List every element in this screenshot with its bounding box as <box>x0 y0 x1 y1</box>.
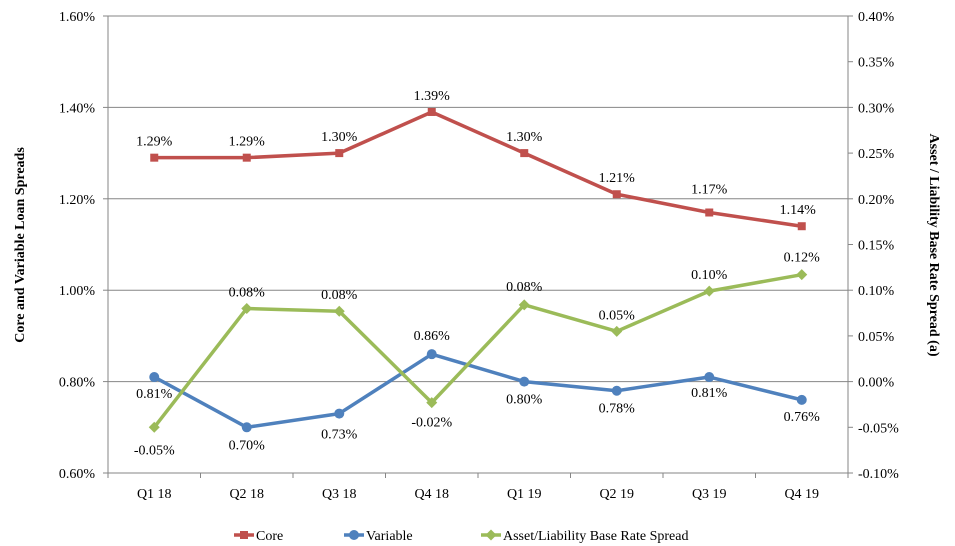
data-labels: 1.29% 1.29% 1.30% 1.39% 1.30% 1.21% 1.17% 1.14%… <box>134 89 820 458</box>
variable-marker <box>426 349 437 360</box>
x-tick-label: Q1 18 <box>137 487 172 502</box>
asset-liability-base-rate-spread-marker <box>796 269 808 281</box>
variable-data-label: 0.86% <box>414 329 451 344</box>
core-legend-label: Core <box>256 529 283 544</box>
asset-liability-base-rate-spread-data-label: 0.08% <box>321 288 358 303</box>
core-marker <box>705 208 714 217</box>
core-marker <box>335 149 344 158</box>
core-marker <box>520 149 529 158</box>
x-axis: Q1 18 Q2 18 Q3 18 Q4 18 Q1 19 Q2 19 Q3 19 Q4 19 <box>107 472 849 502</box>
core-marker <box>427 107 436 116</box>
variable-marker <box>796 394 807 405</box>
core-data-label: 1.29% <box>136 135 173 150</box>
variable-data-label: 0.78% <box>599 402 636 417</box>
x-tick-label: Q2 19 <box>599 487 634 502</box>
core-data-label: 1.21% <box>599 171 636 186</box>
asset-liability-base-rate-spread-data-label: 0.10% <box>691 268 728 283</box>
variable-data-label: 0.81% <box>136 387 173 402</box>
variable-data-label: 0.81% <box>691 386 728 401</box>
variable-marker <box>241 422 252 433</box>
series-lines <box>152 110 803 430</box>
asset-liability-base-rate-spread-data-label: -0.05% <box>134 443 175 458</box>
left-tick-label: 0.60% <box>59 467 96 482</box>
core-marker <box>612 190 621 199</box>
core-legend-marker <box>240 531 248 539</box>
core-data-label: 1.29% <box>229 135 266 150</box>
asset-liability-base-rate-spread-marker <box>518 299 530 311</box>
x-tick-label: Q1 19 <box>507 487 542 502</box>
asset-liability-base-rate-spread-line <box>152 272 803 429</box>
right-tick-label: 0.25% <box>858 147 895 162</box>
asset-liability-base-rate-spread-marker <box>426 397 438 409</box>
asset-liability-base-rate-spread-marker <box>611 325 623 337</box>
right-axis-title: Asset / Liability Base Rate Spread (a) <box>926 134 941 357</box>
core-marker <box>242 153 251 162</box>
variable-data-label: 0.80% <box>506 393 543 408</box>
left-tick-label: 0.80% <box>59 376 96 391</box>
right-axis: -0.10% -0.05% 0.00% 0.05% 0.10% 0.15% 0.20% 0.2… <box>848 10 899 482</box>
right-tick-label: 0.05% <box>858 330 895 345</box>
right-tick-label: 0.30% <box>858 101 895 116</box>
asset-liability-base-rate-spread-legend-label: Asset/Liability Base Rate Spread <box>503 529 688 544</box>
right-tick-label: -0.05% <box>858 421 899 436</box>
x-tick-label: Q4 19 <box>784 487 819 502</box>
asset-liability-base-rate-spread-data-label: -0.02% <box>411 416 452 431</box>
left-tick-label: 1.20% <box>59 193 96 208</box>
x-tick-label: Q3 19 <box>692 487 727 502</box>
variable-marker <box>704 372 715 383</box>
variable-marker <box>334 408 345 419</box>
asset-liability-base-rate-spread-data-label: 0.08% <box>506 280 543 295</box>
asset-liability-base-rate-spread-data-label: 0.05% <box>599 308 636 323</box>
series-markers <box>148 107 808 433</box>
variable-marker <box>519 376 530 387</box>
asset-liability-base-rate-spread-marker <box>241 302 253 314</box>
right-tick-label: 0.20% <box>858 193 895 208</box>
core-marker <box>797 222 806 231</box>
variable-marker <box>611 385 622 396</box>
asset-liability-base-rate-spread-data-label: 0.12% <box>784 251 821 266</box>
variable-data-label: 0.70% <box>229 438 266 453</box>
variable-data-label: 0.73% <box>321 428 358 443</box>
asset-liability-base-rate-spread-marker <box>703 285 715 297</box>
gridlines <box>108 15 848 474</box>
right-tick-label: -0.10% <box>858 467 899 482</box>
x-tick-label: Q3 18 <box>322 487 357 502</box>
asset-liability-base-rate-spread-marker <box>148 421 160 433</box>
asset-liability-base-rate-spread-legend-marker <box>485 529 497 541</box>
core-data-label: 1.30% <box>506 130 543 145</box>
core-marker <box>150 153 159 162</box>
x-tick-label: Q2 18 <box>229 487 264 502</box>
right-tick-label: 0.15% <box>858 239 895 254</box>
right-tick-label: 0.40% <box>858 10 895 25</box>
core-data-label: 1.30% <box>321 130 358 145</box>
plot-area <box>107 16 849 473</box>
asset-liability-base-rate-spread-data-label: 0.08% <box>229 285 266 300</box>
right-tick-label: 0.10% <box>858 284 895 299</box>
legend: Core Variable Asset/Liability Base Rate Sp… <box>234 529 688 544</box>
left-tick-label: 1.00% <box>59 284 96 299</box>
left-axis-title: Core and Variable Loan Spreads <box>13 147 28 343</box>
right-tick-label: 0.00% <box>858 376 895 391</box>
left-tick-label: 1.60% <box>59 10 96 25</box>
left-axis: 0.60% 0.80% 1.00% 1.20% 1.40% 1.60% <box>59 10 108 482</box>
x-tick-label: Q4 18 <box>414 487 449 502</box>
left-tick-label: 1.40% <box>59 101 96 116</box>
core-data-label: 1.14% <box>780 203 817 218</box>
variable-data-label: 0.76% <box>784 410 821 425</box>
variable-line <box>153 352 803 430</box>
asset-liability-base-rate-spread-marker <box>333 305 345 317</box>
right-tick-label: 0.35% <box>858 56 895 71</box>
variable-legend-label: Variable <box>366 529 413 544</box>
core-data-label: 1.17% <box>691 183 728 198</box>
variable-marker <box>149 372 160 383</box>
core-data-label: 1.39% <box>414 89 451 104</box>
variable-legend-marker <box>349 530 359 540</box>
core-line <box>154 110 803 228</box>
